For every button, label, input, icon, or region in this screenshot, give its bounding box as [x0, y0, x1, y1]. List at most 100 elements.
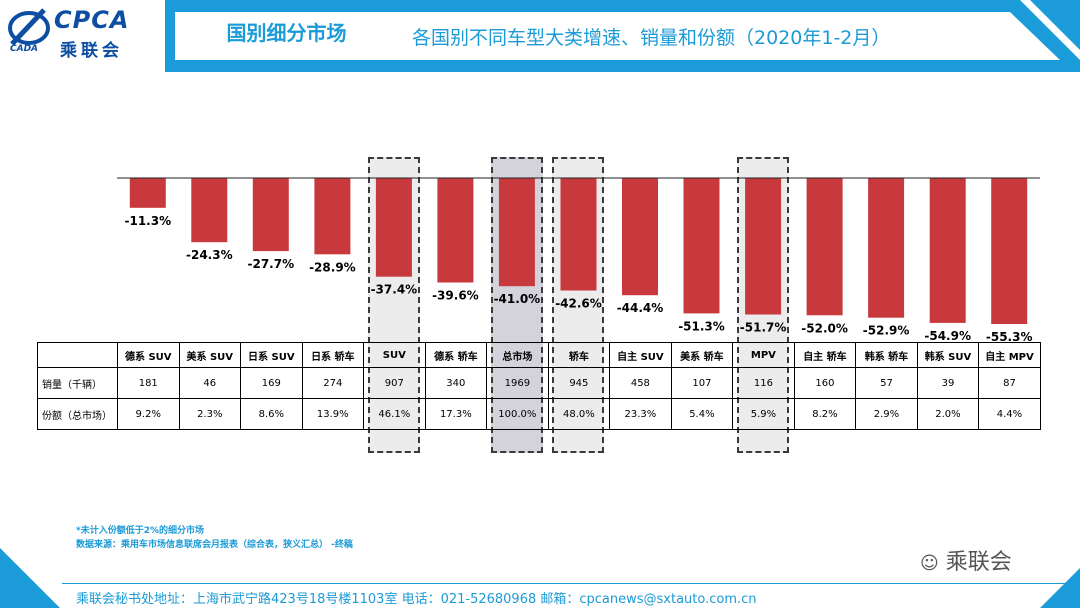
sales-cell-12: 57	[855, 367, 918, 399]
col-header-0: 德系 SUV	[117, 342, 180, 368]
sales-cell-0: 181	[117, 367, 180, 399]
sales-cell-3: 274	[301, 367, 365, 399]
value-label-5: -39.6%	[432, 289, 479, 303]
share-cell-13: 2.0%	[916, 398, 980, 430]
bar-chart: -11.3% -24.3% -27.7% -28.9% -37.4% -39.6% -41.…	[117, 177, 1040, 344]
bar-1	[191, 178, 228, 243]
row-label-share: 份额（总市场）	[37, 398, 118, 430]
share-cell-5: 17.3%	[424, 398, 488, 430]
wechat-icon: ☺	[920, 553, 939, 574]
value-label-8: -44.4%	[617, 301, 664, 315]
footnote-line-1: *未计入份额低于2%的细分市场	[76, 526, 204, 536]
row-label-sales: 销量（千辆）	[37, 367, 118, 399]
value-label-1: -24.3%	[186, 248, 233, 262]
col-header-6: 总市场	[486, 342, 549, 368]
table-corner-cell	[37, 342, 118, 368]
cpca-logo: CADA CPCA 乘联会	[4, 4, 154, 61]
value-label-12: -52.9%	[863, 324, 910, 338]
sales-cell-2: 169	[240, 367, 303, 399]
share-cell-12: 2.9%	[855, 398, 918, 430]
footer-divider	[62, 583, 1080, 584]
col-header-3: 日系 轿车	[301, 342, 365, 368]
sales-cell-9: 107	[670, 367, 734, 399]
share-cell-6: 100.0%	[486, 398, 549, 430]
share-cell-9: 5.4%	[670, 398, 734, 430]
footnote: *未计入份额低于2%的细分市场 数据来源：乘用车市场信息联席会月报表（综合表，狭…	[76, 524, 353, 552]
col-header-2: 日系 SUV	[240, 342, 303, 368]
col-header-14: 自主 MPV	[978, 342, 1041, 368]
corner-decoration-left	[0, 548, 60, 608]
bar-13	[929, 178, 966, 323]
bars-layer	[129, 178, 1028, 324]
bar-12	[868, 178, 905, 318]
col-header-8: 自主 SUV	[609, 342, 672, 368]
bar-3	[314, 178, 351, 255]
col-header-1: 美系 SUV	[178, 342, 242, 368]
share-cell-11: 8.2%	[793, 398, 857, 430]
value-label-10: -51.7%	[740, 321, 787, 335]
data-table: 德系 SUV 美系 SUV 日系 SUV 日系 轿车 SUV 德系 轿车 总市场 轿车 自主 S…	[37, 342, 1041, 430]
col-header-12: 韩系 轿车	[855, 342, 918, 368]
col-header-13: 韩系 SUV	[916, 342, 980, 368]
sales-cell-6: 1969	[486, 367, 549, 399]
share-cell-10: 5.9%	[732, 398, 795, 430]
col-header-4: SUV	[363, 342, 426, 368]
footnote-source: 数据来源：乘用车市场信息联席会月报表（综合表，狭义汇总） -终稿	[76, 540, 353, 550]
bar-10	[745, 178, 782, 315]
value-label-13: -54.9%	[924, 329, 971, 343]
bar-6	[498, 178, 535, 287]
bar-7	[560, 178, 597, 291]
value-label-6: -41.0%	[494, 292, 541, 306]
share-cell-0: 9.2%	[117, 398, 180, 430]
sales-cell-13: 39	[916, 367, 980, 399]
sales-cell-11: 160	[793, 367, 857, 399]
value-label-3: -28.9%	[309, 260, 356, 274]
share-cell-4: 46.1%	[363, 398, 426, 430]
sales-cell-1: 46	[178, 367, 242, 399]
bar-8	[622, 178, 658, 296]
value-label-11: -52.0%	[801, 321, 848, 335]
sales-cell-5: 340	[424, 367, 488, 399]
value-label-7: -42.6%	[555, 297, 602, 311]
section-title: 国别细分市场	[184, 15, 389, 51]
bar-9	[683, 178, 720, 314]
col-header-9: 美系 轿车	[670, 342, 734, 368]
col-header-7: 轿车	[547, 342, 611, 368]
value-label-0: -11.3%	[124, 214, 171, 228]
watermark-text: 乘联会	[945, 550, 1012, 575]
logo-chinese-text: 乘联会	[60, 41, 123, 61]
share-cell-8: 23.3%	[609, 398, 672, 430]
value-label-14: -55.3%	[986, 330, 1033, 344]
sales-cell-7: 945	[547, 367, 611, 399]
sales-cell-14: 87	[978, 367, 1041, 399]
share-cell-2: 8.6%	[240, 398, 303, 430]
sales-cell-8: 458	[609, 367, 672, 399]
share-cell-1: 2.3%	[178, 398, 242, 430]
bar-2	[252, 178, 289, 252]
share-cell-7: 48.0%	[547, 398, 611, 430]
bar-5	[437, 178, 474, 283]
value-label-9: -51.3%	[678, 319, 725, 333]
col-header-10: MPV	[732, 342, 795, 368]
col-header-11: 自主 轿车	[793, 342, 857, 368]
value-labels-layer: -11.3% -24.3% -27.7% -28.9% -37.4% -39.6% -41.…	[124, 214, 1032, 344]
cpca-emblem-icon	[8, 8, 50, 46]
footer-contact: 乘联会秘书处地址：上海市武宁路423号18号楼1103室 电话：021-5268…	[76, 592, 757, 607]
table-row-sales: 销量（千辆） 181 46 169 274 907 340 1969 945 458 107 116…	[37, 367, 1041, 399]
wechat-watermark: ☺ 乘联会	[920, 544, 1012, 576]
bar-4	[375, 178, 412, 277]
table-header-row: 德系 SUV 美系 SUV 日系 SUV 日系 轿车 SUV 德系 轿车 总市场 轿车 自主 S…	[37, 342, 1041, 368]
bar-0	[129, 178, 166, 208]
bar-14	[991, 178, 1028, 324]
corner-decoration-right	[1040, 568, 1080, 608]
logo-english-text: CPCA	[54, 6, 130, 34]
value-label-4: -37.4%	[371, 283, 418, 297]
share-cell-3: 13.9%	[301, 398, 365, 430]
col-header-5: 德系 轿车	[424, 342, 488, 368]
sales-cell-4: 907	[363, 367, 426, 399]
page-title: 各国别不同车型大类增速、销量和份额（2020年1-2月）	[412, 27, 891, 49]
table-row-share: 份额（总市场） 9.2% 2.3% 8.6% 13.9% 46.1% 17.3% 100.0…	[37, 398, 1041, 430]
sales-cell-10: 116	[732, 367, 795, 399]
bar-11	[806, 178, 843, 316]
value-label-2: -27.7%	[247, 257, 294, 271]
